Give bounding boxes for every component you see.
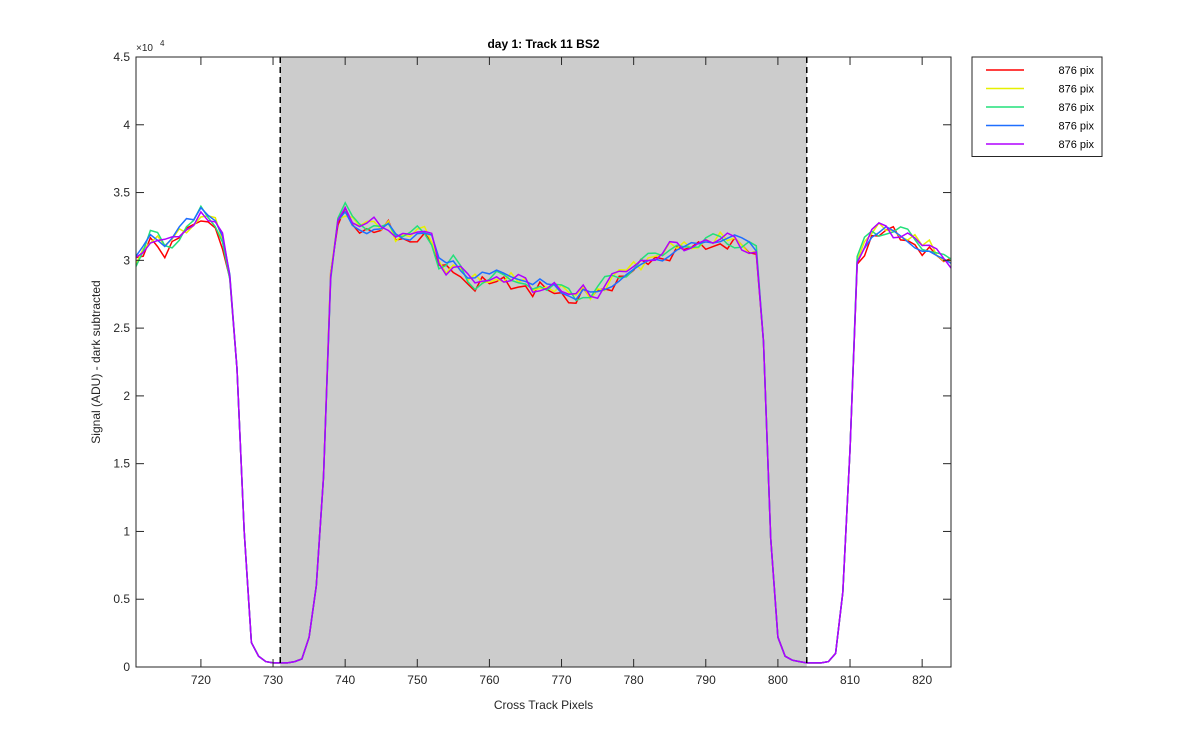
chart-title: day 1: Track 11 BS2 (487, 37, 599, 51)
x-tick-label: 820 (912, 673, 932, 687)
y-axis-label: Signal (ADU) - dark subtracted (89, 280, 103, 443)
y-tick-label: 2 (123, 389, 130, 403)
x-tick-label: 760 (479, 673, 499, 687)
legend: 876 pix 876 pix 876 pix 876 pix 876 pix (971, 56, 1103, 157)
x-tick-label: 730 (263, 673, 283, 687)
legend-label-1: 876 pix (1059, 65, 1095, 77)
x-tick-label: 780 (624, 673, 644, 687)
y-tick-label: 0 (123, 660, 130, 674)
y-tick-label: 2.5 (113, 321, 130, 335)
legend-items: 876 pix 876 pix 876 pix 876 pix 876 pix (986, 65, 1094, 151)
x-axis-label: Cross Track Pixels (494, 698, 593, 712)
y-tick-label: 4 (123, 118, 130, 132)
series-lines-layer (135, 201, 952, 664)
axes-frame (135, 56, 952, 668)
y-axis-exponent: ×10 4 (136, 39, 165, 54)
x-tick-label: 790 (696, 673, 716, 687)
x-tick-label: 800 (768, 673, 788, 687)
x-tick-label: 770 (552, 673, 572, 687)
shaded-region-layer (280, 57, 807, 667)
y-tick-label: 1 (123, 524, 130, 538)
y-tick-label: 3.5 (113, 186, 130, 200)
shaded-region (280, 57, 807, 667)
x-tick-label: 750 (407, 673, 427, 687)
legend-label-5: 876 pix (1059, 139, 1095, 151)
y-tick-label: 1.5 (113, 457, 130, 471)
y-exponent-power: 4 (160, 39, 165, 48)
y-tick-label: 0.5 (113, 592, 130, 606)
y-exponent-base: ×10 (136, 43, 153, 54)
ticks-layer: 720 730 740 750 760 770 780 790 800 810 820 0 0.5 1 1.… (113, 50, 951, 687)
y-tick-label: 3 (123, 253, 130, 267)
x-tick-label: 740 (335, 673, 355, 687)
x-tick-label: 810 (840, 673, 860, 687)
legend-label-3: 876 pix (1059, 102, 1095, 114)
legend-label-2: 876 pix (1059, 84, 1095, 96)
vertical-lines-layer (279, 57, 808, 667)
legend-label-4: 876 pix (1059, 121, 1095, 133)
y-tick-label: 4.5 (113, 50, 130, 64)
series-line-5 (135, 205, 952, 664)
x-tick-label: 720 (191, 673, 211, 687)
